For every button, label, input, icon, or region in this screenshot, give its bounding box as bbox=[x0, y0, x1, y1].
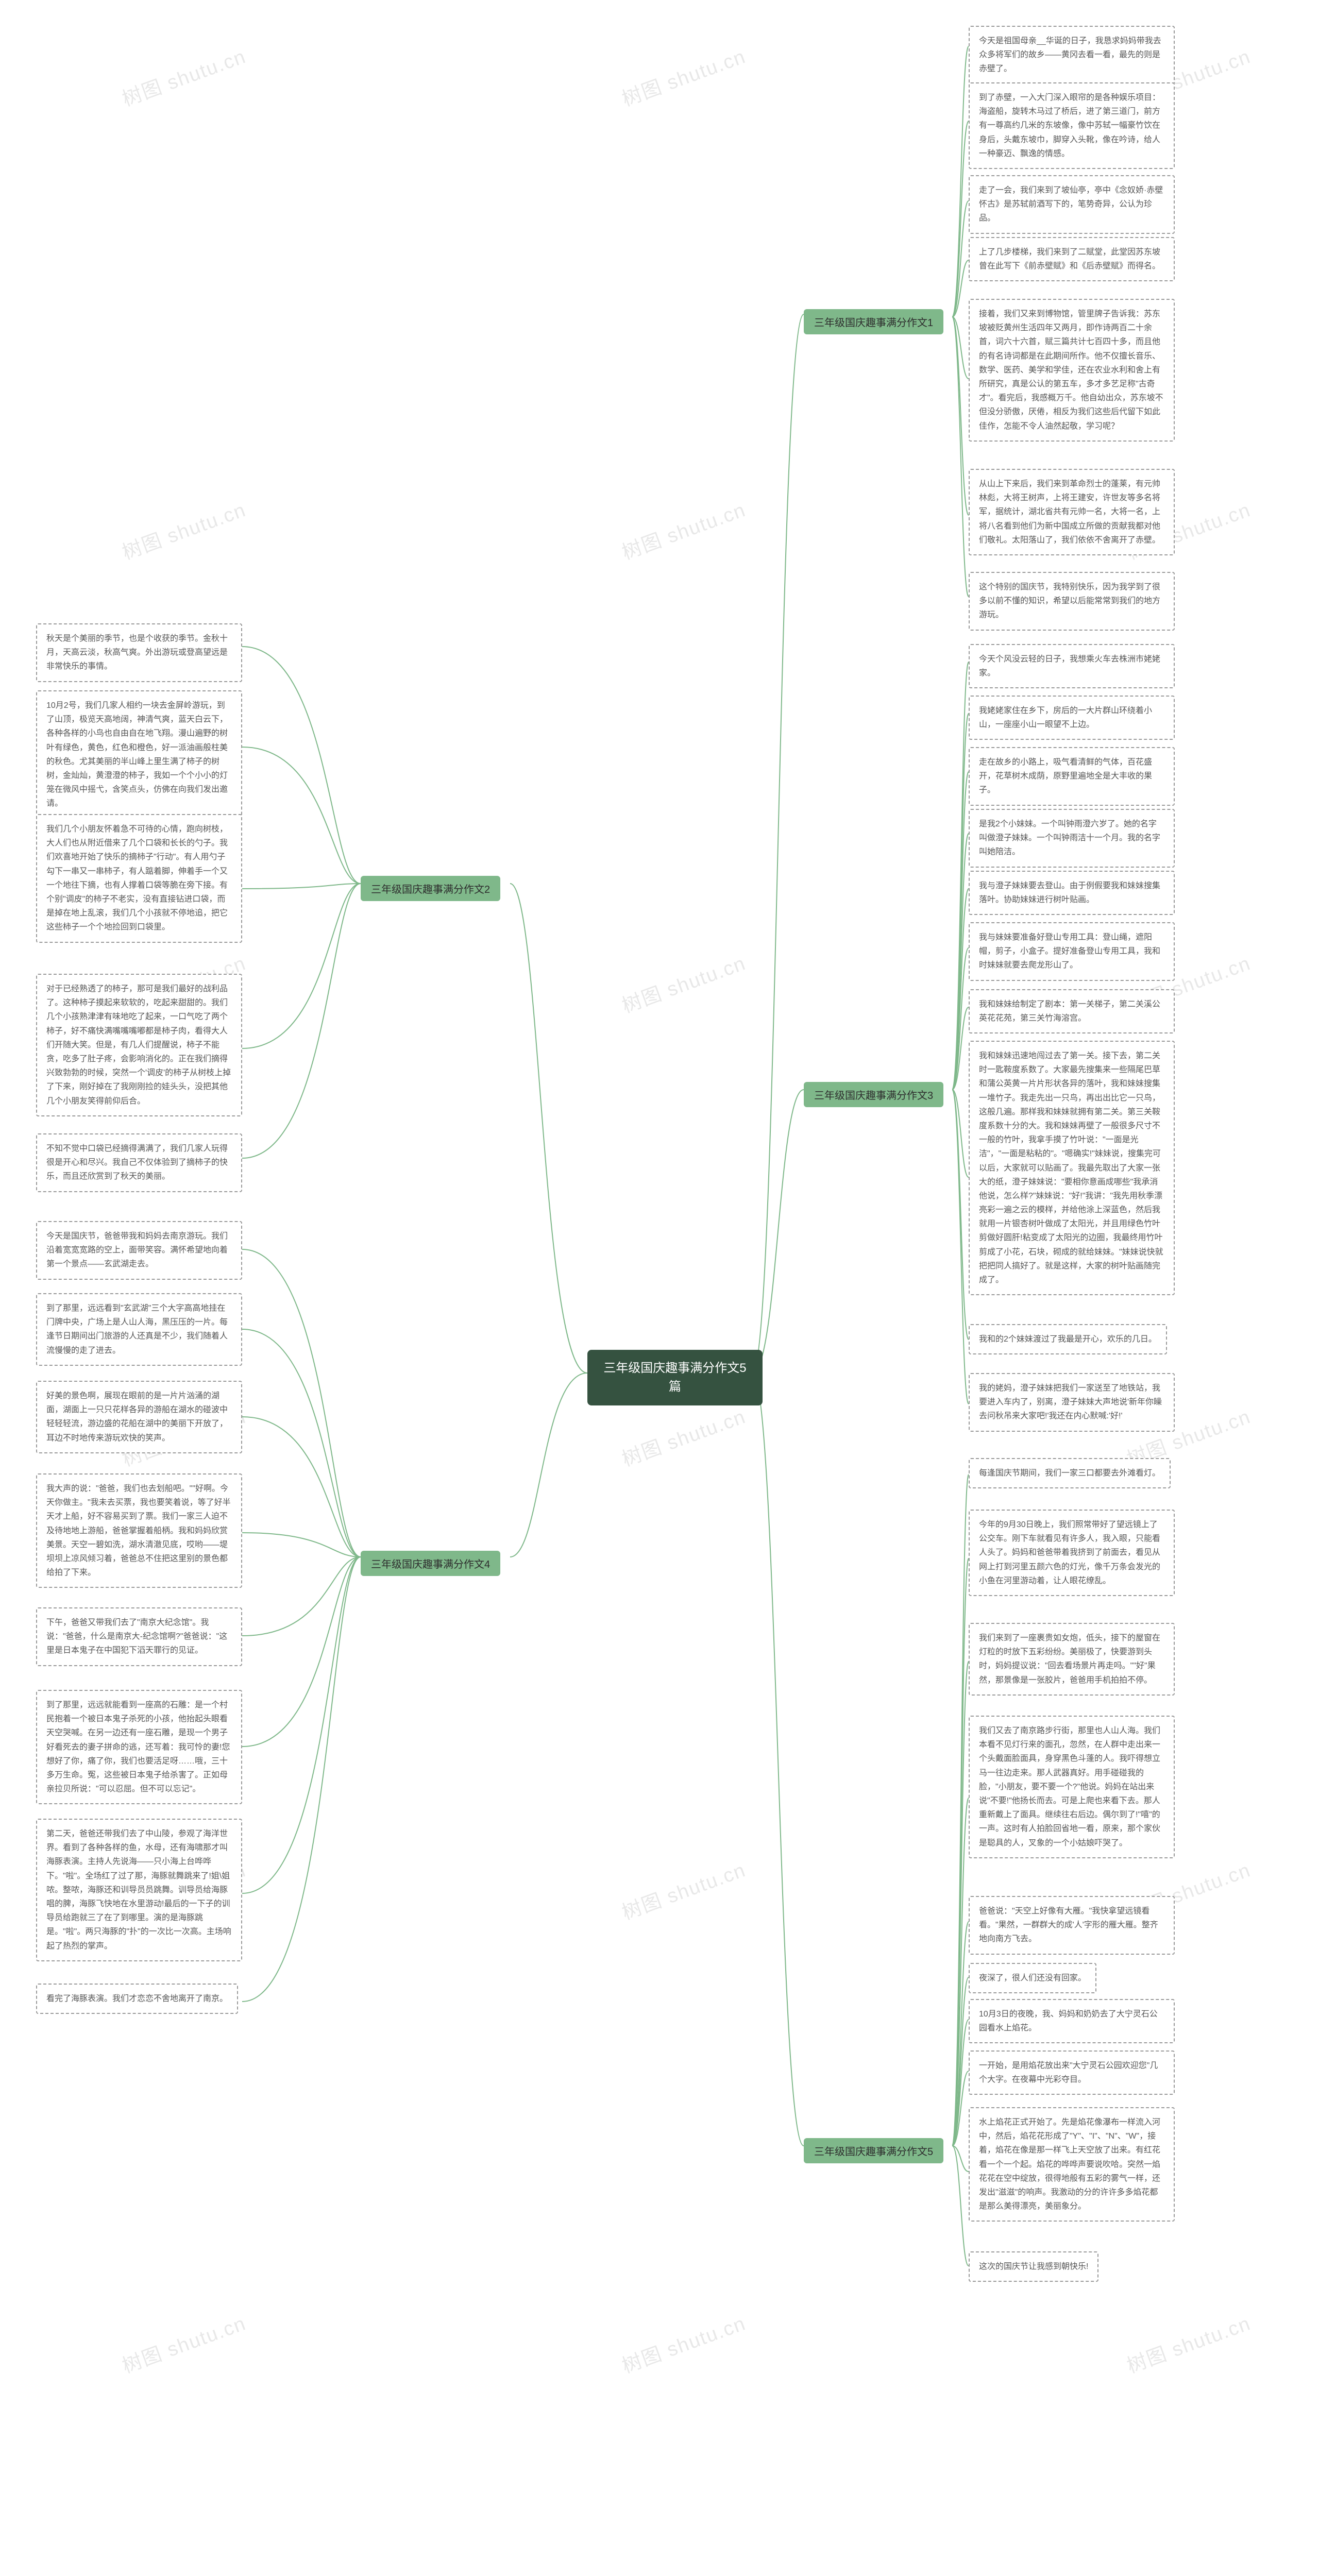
leaf-node: 上了几步楼梯，我们来到了二赋堂，此堂因苏东坡曾在此写下《前赤壁赋》和《后赤壁赋》… bbox=[969, 237, 1175, 281]
center-node: 三年级国庆趣事满分作文5篇 bbox=[587, 1350, 763, 1405]
leaf-node: 我大声的说："爸爸，我们也去划船吧。""好啊。今天你做主。"我未去买票，我也要笑… bbox=[36, 1473, 242, 1588]
leaf-node: 我姥姥家住在乡下，房后的一大片群山环绕着小山，一座座小山一眼望不上边。 bbox=[969, 696, 1175, 740]
leaf-node: 到了那里，远远就能看到一座高的石雕：是一个村民抱着一个被日本鬼子杀死的小孩，他抬… bbox=[36, 1690, 242, 1804]
leaf-node: 每逢国庆节期间，我们一家三口都要去外滩看灯。 bbox=[969, 1458, 1171, 1488]
leaf-node: 夜深了，很人们还没有回家。 bbox=[969, 1963, 1096, 1993]
leaf-node: 我的姥妈，澄子妹妹把我们一家送至了地铁站，我要进入车内了，别离，澄子妹妹大声地说… bbox=[969, 1373, 1175, 1432]
leaf-node: 从山上下来后，我们来到革命烈士的蓬莱，有元帅林彪，大将王树声，上将王建安，许世友… bbox=[969, 469, 1175, 555]
branch-node: 三年级国庆趣事满分作文1 bbox=[804, 309, 943, 334]
branch-node: 三年级国庆趣事满分作文5 bbox=[804, 2138, 943, 2163]
leaf-node: 水上焰花正式开始了。先是焰花像瀑布一样流入河中，然后，焰花花形成了"Y"、"I"… bbox=[969, 2107, 1175, 2222]
leaf-node: 10月3日的夜晚，我、妈妈和奶奶去了大宁灵石公园看水上焰花。 bbox=[969, 1999, 1175, 2043]
leaf-node: 到了那里，远远看到"玄武湖"三个大字高高地挂在门牌中央，广场上是人山人海，黑压压… bbox=[36, 1293, 242, 1366]
leaf-node: 我和妹妹给制定了剧本：第一关梯子，第二关溪公英花花苑，第三关竹海溶宫。 bbox=[969, 989, 1175, 1033]
leaf-node: 秋天是个美丽的季节，也是个收获的季节。金秋十月，天高云淡，秋高气爽。外出游玩或登… bbox=[36, 623, 242, 682]
leaf-node: 看完了海豚表演。我们才恋恋不舍地离开了南京。 bbox=[36, 1984, 238, 2014]
leaf-node: 第二天，爸爸还带我们去了中山陵，参观了海洋世界。看到了各种各样的鱼，水母，还有海… bbox=[36, 1819, 242, 1961]
branch-node: 三年级国庆趣事满分作文3 bbox=[804, 1082, 943, 1107]
leaf-node: 好美的景色啊，展现在眼前的是一片片汹涌的湖面，湖面上一只只花样各异的游船在湖水的… bbox=[36, 1381, 242, 1453]
leaf-node: 今天个风没云轻的日子，我想乘火车去株洲市姥姥家。 bbox=[969, 644, 1175, 688]
leaf-node: 10月2号，我们几家人相约一块去金屏岭游玩，到了山顶，极览天高地阔，神清气爽，蓝… bbox=[36, 690, 242, 819]
leaf-node: 今天是祖国母亲__华诞的日子，我恳求妈妈带我去众多将军们的故乡——黄冈去看一看，… bbox=[969, 26, 1175, 84]
leaf-node: 我和妹妹迅速地闯过去了第一关。接下去，第二关时一匙鞍度系数了。大家最先搜集来一些… bbox=[969, 1041, 1175, 1295]
leaf-node: 到了赤壁，一入大门深入眼帘的是各种娱乐项目：海盗船，旋转木马过了桥后，进了第三道… bbox=[969, 82, 1175, 169]
leaf-node: 我与妹妹要准备好登山专用工具：登山绳，遮阳帽，剪子，小盒子。提好准备登山专用工具… bbox=[969, 922, 1175, 981]
leaf-node: 今天是国庆节，爸爸带我和妈妈去南京游玩。我们沿着宽宽宽路的空上，面带笑容。满怀希… bbox=[36, 1221, 242, 1280]
leaf-node: 今年的9月30日晚上，我们照常带好了望远镜上了公交车。刚下车就看见有许多人，我入… bbox=[969, 1510, 1175, 1596]
leaf-node: 下午，爸爸又带我们去了"南京大纪念馆"。我说："爸爸，什么是南京大-纪念馆啊?"… bbox=[36, 1607, 242, 1666]
leaf-node: 我们几个小朋友怀着急不可待的心情，跑向树枝，大人们也从附近借来了几个口袋和长长的… bbox=[36, 814, 242, 943]
leaf-node: 不知不觉中口袋已经摘得满满了，我们几家人玩得很是开心和尽兴。我自己不仅体验到了摘… bbox=[36, 1133, 242, 1192]
branch-node: 三年级国庆趣事满分作文4 bbox=[361, 1551, 500, 1576]
leaf-node: 我与澄子妹妹要去登山。由于例假要我和妹妹搜集落叶。协助妹妹进行树叶贴画。 bbox=[969, 871, 1175, 915]
leaf-node: 对于已经熟透了的柿子，那可是我们最好的战利品了。这种柿子摸起来软软的，吃起来甜甜… bbox=[36, 974, 242, 1116]
leaf-node: 是我2个小妹妹。一个叫钟雨澄六岁了。她的名字叫做澄子妹妹。一个叫钟雨洁十一个月。… bbox=[969, 809, 1175, 868]
leaf-node: 走了一会，我们来到了坡仙亭，亭中《念奴娇·赤壁怀古》是苏轼前酒写下的，笔势奇异，… bbox=[969, 175, 1175, 234]
leaf-node: 我们又去了南京路步行街，那里也人山人海。我们本看不见灯行来的面孔，忽然，在人群中… bbox=[969, 1716, 1175, 1858]
leaf-node: 走在故乡的小路上，吸气看清鲜的气体，百花盛开，花草树木成荫，原野里遍地全是大丰收… bbox=[969, 747, 1175, 806]
branch-node: 三年级国庆趣事满分作文2 bbox=[361, 876, 500, 901]
leaf-node: 一开始，是用焰花放出来"大宁灵石公园欢迎您"几个大字。在夜幕中光彩夺目。 bbox=[969, 2050, 1175, 2095]
leaf-node: 我和的2个妹妹渡过了我最是开心，欢乐的几日。 bbox=[969, 1324, 1167, 1354]
center-title: 三年级国庆趣事满分作文5篇 bbox=[603, 1361, 746, 1394]
leaf-node: 接着，我们又来到博物馆，管里牌子告诉我：苏东坡被贬黄州生活四年又两月，即作诗两百… bbox=[969, 299, 1175, 442]
leaf-node: 爸爸说："天空上好像有大雁。"我快拿望远镜看看。"果然，一群群大的成'人'字形的… bbox=[969, 1896, 1175, 1955]
leaf-node: 我们来到了一座裹贵如女炮，低头，接下的屋窗在灯粒的时放下五彩纷纷。美丽极了，快要… bbox=[969, 1623, 1175, 1696]
leaf-node: 这个特别的国庆节，我特别快乐，因为我学到了很多以前不懂的知识，希望以后能常常到我… bbox=[969, 572, 1175, 631]
leaf-node: 这次的国庆节让我感到朝快乐! bbox=[969, 2251, 1098, 2282]
